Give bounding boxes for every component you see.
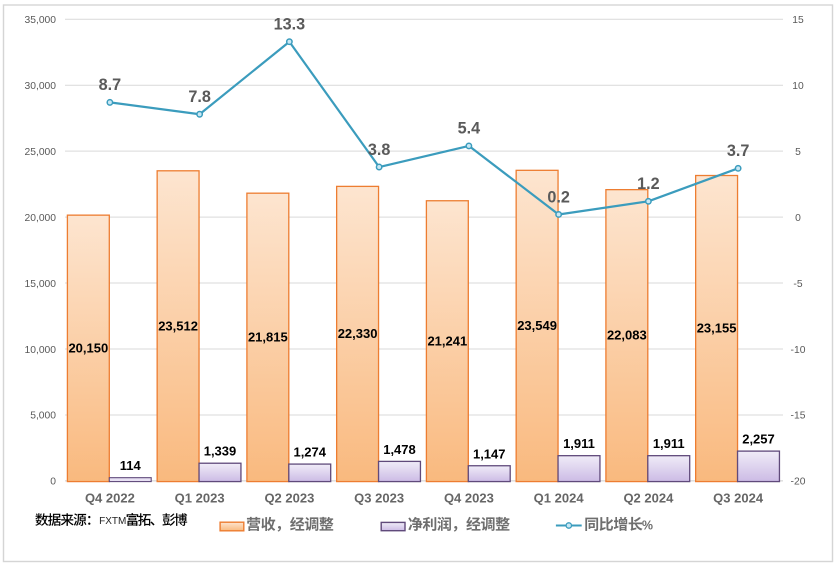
- svg-text:3.8: 3.8: [368, 141, 391, 159]
- svg-text:-5: -5: [793, 279, 802, 290]
- svg-text:20,150: 20,150: [68, 340, 108, 355]
- svg-text:1,911: 1,911: [563, 436, 595, 451]
- svg-text:1,339: 1,339: [204, 444, 237, 459]
- svg-text:30,000: 30,000: [25, 81, 57, 92]
- svg-text:-10: -10: [791, 345, 806, 356]
- svg-text:20,000: 20,000: [25, 213, 57, 224]
- svg-text:2,257: 2,257: [742, 432, 775, 447]
- svg-text:1,274: 1,274: [293, 445, 326, 460]
- svg-text:114: 114: [120, 458, 142, 473]
- svg-text:21,815: 21,815: [248, 329, 288, 344]
- svg-text:0: 0: [50, 477, 56, 488]
- svg-text:5,000: 5,000: [30, 411, 56, 422]
- svg-text:-15: -15: [791, 411, 806, 422]
- svg-text:Q2 2023: Q2 2023: [264, 491, 314, 506]
- svg-text:3.7: 3.7: [727, 142, 750, 160]
- svg-text:23,155: 23,155: [697, 321, 737, 336]
- svg-text:8.7: 8.7: [99, 76, 122, 94]
- svg-text:22,330: 22,330: [338, 326, 378, 341]
- svg-text:%: %: [642, 519, 653, 533]
- svg-text:1,147: 1,147: [473, 446, 506, 461]
- svg-text:23,512: 23,512: [158, 318, 198, 333]
- svg-text:Q2 2024: Q2 2024: [623, 491, 674, 506]
- svg-text:Q3 2023: Q3 2023: [354, 491, 404, 506]
- svg-text:0.2: 0.2: [547, 188, 570, 206]
- svg-text:1,478: 1,478: [383, 442, 416, 457]
- svg-text:-20: -20: [791, 477, 806, 488]
- svg-text:Q3 2024: Q3 2024: [713, 491, 764, 506]
- svg-text:Q4 2023: Q4 2023: [444, 491, 494, 506]
- svg-text:35,000: 35,000: [25, 15, 57, 26]
- svg-text:Q1 2024: Q1 2024: [534, 491, 585, 506]
- svg-text:5.4: 5.4: [458, 120, 481, 138]
- svg-text:1.2: 1.2: [637, 175, 660, 193]
- svg-text:0: 0: [795, 213, 801, 224]
- svg-text:25,000: 25,000: [25, 147, 57, 158]
- svg-text:13.3: 13.3: [274, 16, 306, 34]
- svg-text:10,000: 10,000: [25, 345, 57, 356]
- svg-text:15,000: 15,000: [25, 279, 57, 290]
- svg-text:1,911: 1,911: [653, 436, 685, 451]
- svg-text:Q4 2022: Q4 2022: [85, 491, 135, 506]
- svg-text:Q1 2023: Q1 2023: [175, 491, 225, 506]
- svg-text:FXTM: FXTM: [99, 516, 126, 527]
- svg-text:21,241: 21,241: [427, 333, 467, 348]
- svg-text:10: 10: [792, 81, 804, 92]
- svg-text:23,549: 23,549: [517, 318, 557, 333]
- svg-text:22,083: 22,083: [607, 328, 647, 343]
- svg-text:5: 5: [795, 147, 801, 158]
- svg-text:7.8: 7.8: [188, 88, 211, 106]
- svg-text:15: 15: [792, 15, 804, 26]
